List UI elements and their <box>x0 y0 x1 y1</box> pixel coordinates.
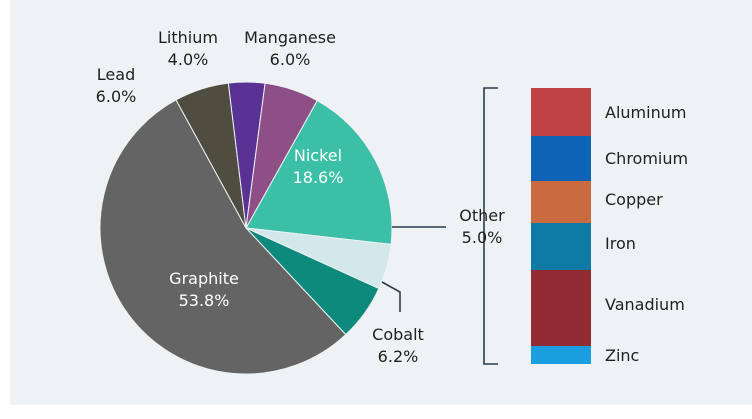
label-lead: Lead <box>97 65 135 84</box>
pie-slices <box>99 81 393 375</box>
breakdown-segment-aluminum <box>531 88 591 136</box>
label-cobalt: Cobalt <box>372 325 424 344</box>
value-other: 5.0% <box>462 228 503 247</box>
breakdown-label-iron: Iron <box>605 234 636 253</box>
cobalt-leader <box>381 281 401 312</box>
breakdown-segment-zinc <box>531 346 591 364</box>
breakdown-label-aluminum: Aluminum <box>605 103 686 122</box>
label-manganese: Manganese <box>244 28 336 47</box>
value-graphite: 53.8% <box>179 291 230 310</box>
other-breakdown-bar: Aluminum Chromium Copper Iron Vanadium Zinc <box>531 88 688 365</box>
pie-slice-manganese <box>245 82 318 229</box>
value-cobalt: 6.2% <box>378 347 419 366</box>
value-lithium: 4.0% <box>168 50 209 69</box>
other-bracket <box>392 87 498 365</box>
breakdown-segment-copper <box>531 181 591 223</box>
breakdown-label-copper: Copper <box>605 190 663 209</box>
pie-slice-graphite <box>99 99 347 375</box>
value-lead: 6.0% <box>96 87 137 106</box>
pie-slice-nickel <box>245 99 393 245</box>
breakdown-segment-chromium <box>531 136 591 181</box>
breakdown-label-zinc: Zinc <box>605 346 639 365</box>
label-other: Other <box>459 206 505 225</box>
breakdown-segment-vanadium <box>531 270 591 346</box>
label-graphite: Graphite <box>169 269 239 288</box>
breakdown-label-vanadium: Vanadium <box>605 295 685 314</box>
breakdown-label-chromium: Chromium <box>605 149 688 168</box>
value-manganese: 6.0% <box>270 50 311 69</box>
breakdown-segment-iron <box>531 223 591 270</box>
label-nickel: Nickel <box>294 146 342 165</box>
label-lithium: Lithium <box>158 28 218 47</box>
value-nickel: 18.6% <box>293 168 344 187</box>
